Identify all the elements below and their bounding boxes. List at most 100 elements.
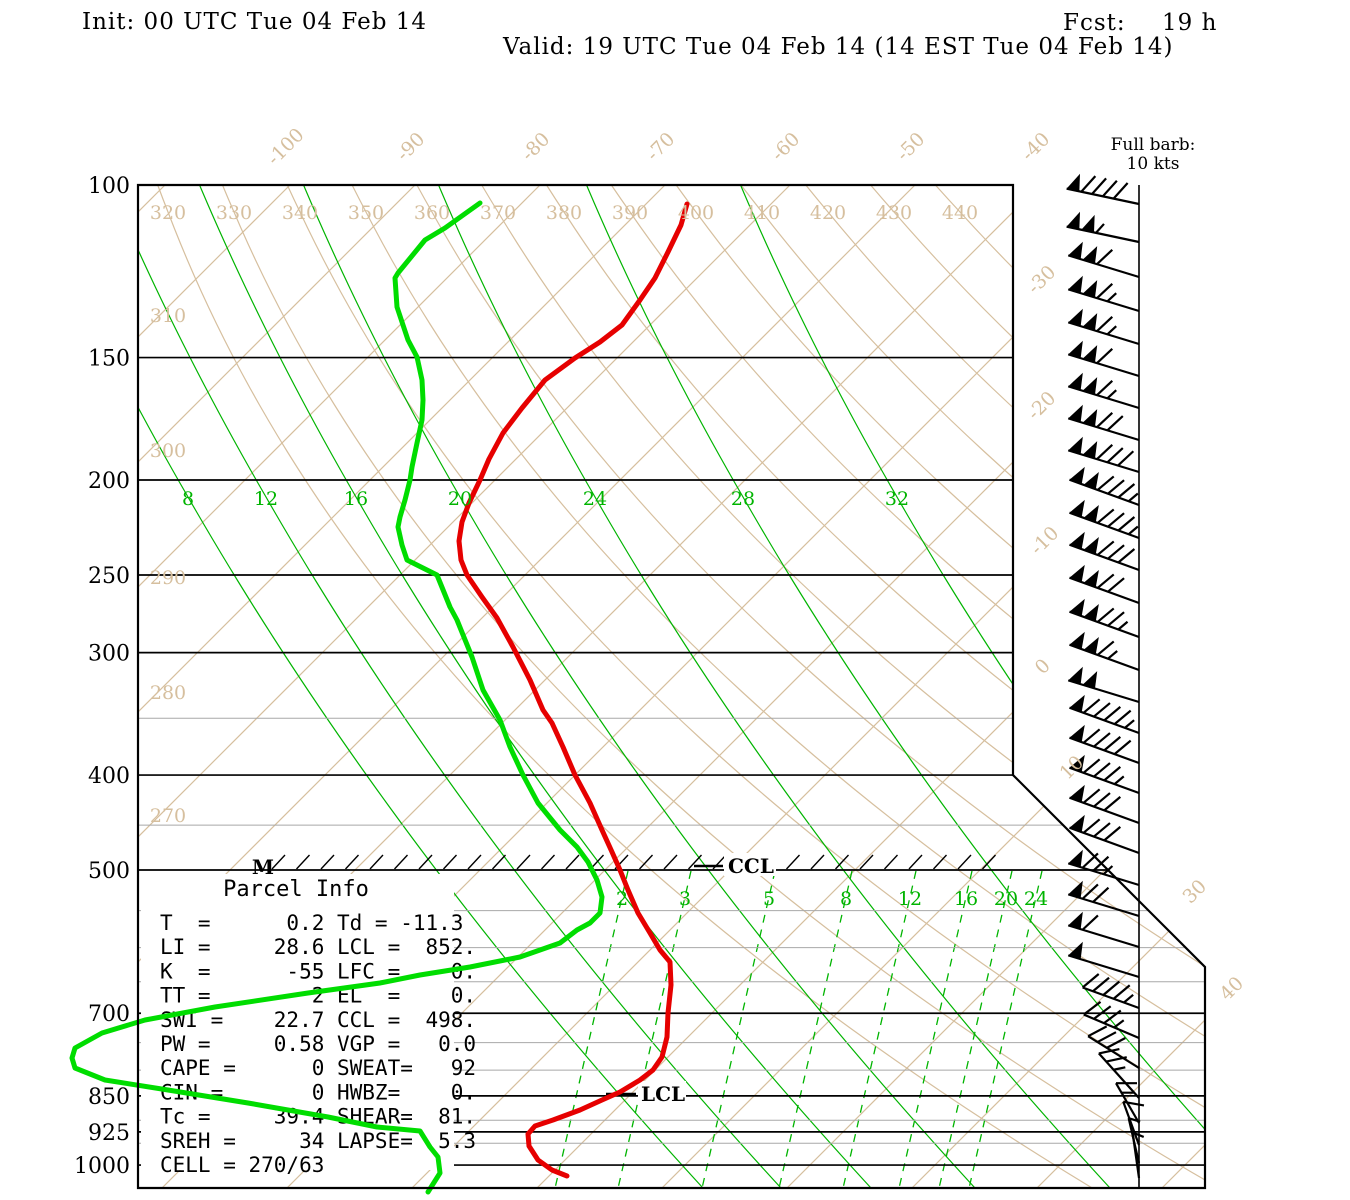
moist-adiabat-line (735, 185, 1205, 1188)
moist-adiabat-line (138, 185, 790, 1188)
theta-label-left: 290 (150, 567, 186, 589)
hatch-tick (981, 854, 997, 870)
theta-label-top: 340 (282, 202, 318, 224)
parcel-info-row: LI = 28.6 LCL = 852. (160, 935, 476, 959)
hatch-tick (393, 854, 409, 870)
wind-barb (1069, 466, 1140, 507)
wind-barb-column (1066, 173, 1145, 1188)
ccl-marker-label: CCL (728, 854, 774, 878)
isotherm-line (774, 185, 1205, 1188)
chart-annotations: M CCL LCL Parcel Info T = 0.2 Td = -11.3LI =… (141, 853, 776, 1177)
theta-label-top: 360 (414, 202, 450, 224)
m-marker: M (252, 855, 274, 879)
mixing-ratio-label: 12 (898, 888, 922, 910)
mixing-ratio-line (617, 870, 692, 1187)
hatch-tick (687, 854, 703, 870)
isotherm-line (399, 185, 1205, 1188)
wind-barb (1083, 1001, 1140, 1040)
mixing-ratio-label: 24 (1024, 888, 1048, 910)
valid-time-label: Valid: 19 UTC Tue 04 Feb 14 (14 EST Tue … (502, 34, 1173, 60)
wind-barb (1067, 275, 1140, 313)
parcel-info-row: CELL = 270/63 (160, 1153, 324, 1177)
dry-adiabat-line (152, 185, 1120, 1188)
hatch-tick (932, 854, 948, 870)
mixing-ratio-line (938, 870, 1013, 1187)
wind-barb (1067, 941, 1140, 979)
hatch-tick (785, 854, 801, 870)
forecast-hour-value: 19 h (1162, 10, 1217, 36)
mixing-ratio-label: 8 (840, 888, 852, 910)
mixing-ratio-label: 20 (994, 888, 1018, 910)
mixing-ratio-line (842, 870, 917, 1187)
mixing-ratio-label: 3 (679, 888, 691, 910)
temp-tick-label-right: -30 (1023, 261, 1060, 298)
wind-barb (1067, 666, 1140, 704)
wind-barb (1067, 340, 1140, 378)
temp-tick-label-right: 30 (1178, 875, 1211, 908)
parcel-info-row: CIN = 0 HWBZ= 0. (160, 1080, 476, 1104)
parcel-info-title: Parcel Info (223, 877, 369, 902)
wind-barb (1069, 598, 1140, 639)
moist-adiabat-line (298, 185, 984, 1188)
theta-label-left: 310 (150, 305, 186, 327)
hatch-tick (810, 854, 825, 870)
hatch-tick (442, 854, 458, 870)
theta-label-top: 400 (678, 202, 714, 224)
isotherm-line (138, 185, 416, 1188)
moist-adiabat-line (194, 185, 880, 1188)
wind-barb (1067, 308, 1140, 346)
lcl-marker-label: LCL (641, 1082, 685, 1106)
mixing-ratio-label: 2 (616, 888, 628, 910)
wind-barb (1067, 880, 1140, 918)
pressure-tick-label: 250 (88, 564, 130, 589)
pressure-tick-label: 200 (88, 469, 130, 494)
wind-barb (1067, 849, 1140, 887)
moist-adiabat-label: 20 (448, 488, 472, 510)
hatch-tick (565, 854, 580, 870)
pressure-tick-label: 400 (88, 764, 130, 789)
hatch-tick (320, 854, 335, 870)
temp-tick-label-top: -90 (392, 128, 429, 165)
isotherm-line (138, 185, 666, 1188)
theta-label-top: 390 (612, 202, 648, 224)
hatch-tick (491, 854, 507, 870)
wind-barb (1069, 754, 1140, 795)
barb-legend-line1: Full barb: (1111, 135, 1196, 155)
hatch-tick (418, 854, 433, 870)
hatch-tick (540, 854, 556, 870)
hatch-tick (369, 854, 384, 870)
sounding-traces (69, 200, 690, 1195)
hatch-tick (883, 854, 899, 870)
moist-adiabat-label: 24 (583, 488, 607, 510)
temp-tick-label-top: -60 (767, 128, 804, 165)
moist-adiabat-label: 32 (885, 488, 909, 510)
dry-adiabat-line (345, 185, 1205, 1188)
theta-label-top: 410 (744, 202, 780, 224)
dewpoint-trace (69, 200, 605, 1195)
wind-barb (1122, 1100, 1145, 1146)
pressure-tick-label: 925 (88, 1121, 130, 1146)
theta-label-top: 370 (480, 202, 516, 224)
mixing-ratio-line (701, 870, 776, 1187)
theta-label-top: 330 (216, 202, 252, 224)
moist-adiabat-line (433, 185, 1119, 1188)
theta-label-top: 380 (546, 202, 582, 224)
isotherm-line (138, 185, 166, 1188)
hatch-tick (467, 854, 482, 870)
temp-tick-label-top: -80 (517, 128, 554, 165)
dry-adiabat-line (281, 185, 1205, 1188)
theta-label-top: 440 (942, 202, 978, 224)
wind-barb (1067, 404, 1140, 442)
dry-adiabat-line (538, 185, 1205, 1188)
hatch-tick (516, 854, 531, 870)
isotherm-line (138, 185, 791, 1188)
pressure-tick-label: 150 (88, 347, 130, 372)
wind-barb (1066, 173, 1140, 206)
dry-adiabat-line (731, 185, 1205, 1188)
wind-barb (1098, 1047, 1140, 1099)
temperature-trace (456, 201, 690, 1179)
isotherm-line (138, 185, 916, 1188)
parcel-info-row: K = -55 LFC = 0. (160, 959, 476, 983)
wind-barb (1067, 436, 1140, 474)
